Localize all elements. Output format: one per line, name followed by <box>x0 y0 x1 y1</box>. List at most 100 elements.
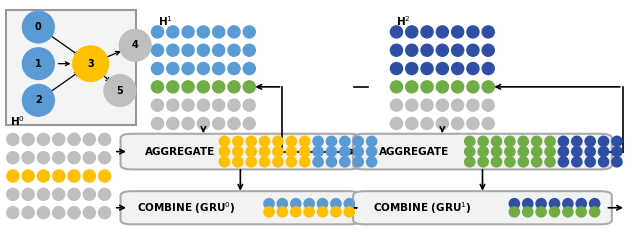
Text: 3: 3 <box>87 59 94 69</box>
Text: AGGREGATE: AGGREGATE <box>379 146 449 157</box>
Ellipse shape <box>467 118 479 129</box>
Ellipse shape <box>291 199 301 209</box>
Ellipse shape <box>246 157 256 167</box>
Ellipse shape <box>340 146 350 157</box>
Ellipse shape <box>317 207 328 217</box>
Ellipse shape <box>452 62 464 75</box>
Ellipse shape <box>277 207 287 217</box>
Ellipse shape <box>612 157 622 167</box>
Ellipse shape <box>243 26 255 38</box>
Ellipse shape <box>99 133 111 145</box>
Ellipse shape <box>182 118 194 129</box>
Ellipse shape <box>220 136 230 146</box>
Ellipse shape <box>612 146 622 157</box>
Ellipse shape <box>492 146 502 157</box>
Ellipse shape <box>421 26 433 38</box>
Ellipse shape <box>518 136 529 146</box>
Ellipse shape <box>99 170 111 182</box>
Text: H$^1$: H$^1$ <box>157 15 172 28</box>
Ellipse shape <box>589 207 600 217</box>
Ellipse shape <box>22 11 54 43</box>
Ellipse shape <box>436 44 449 56</box>
Ellipse shape <box>482 44 494 56</box>
Ellipse shape <box>421 99 433 111</box>
Ellipse shape <box>243 81 255 93</box>
Ellipse shape <box>598 146 609 157</box>
Ellipse shape <box>228 118 240 129</box>
Ellipse shape <box>197 26 209 38</box>
Ellipse shape <box>212 26 225 38</box>
Ellipse shape <box>532 136 541 146</box>
Text: 2: 2 <box>35 95 42 105</box>
Ellipse shape <box>68 188 80 200</box>
Ellipse shape <box>197 62 209 75</box>
Ellipse shape <box>585 136 595 146</box>
Ellipse shape <box>340 136 350 146</box>
Ellipse shape <box>465 136 475 146</box>
Ellipse shape <box>598 136 609 146</box>
Ellipse shape <box>467 62 479 75</box>
Ellipse shape <box>390 44 403 56</box>
Ellipse shape <box>167 62 179 75</box>
Ellipse shape <box>243 62 255 75</box>
Ellipse shape <box>37 133 49 145</box>
Ellipse shape <box>482 26 494 38</box>
Ellipse shape <box>317 199 328 209</box>
Ellipse shape <box>536 199 546 209</box>
Ellipse shape <box>220 146 230 157</box>
Ellipse shape <box>7 170 19 182</box>
Ellipse shape <box>549 199 559 209</box>
Ellipse shape <box>367 136 377 146</box>
Ellipse shape <box>558 136 568 146</box>
Ellipse shape <box>167 26 179 38</box>
FancyBboxPatch shape <box>353 191 612 224</box>
Ellipse shape <box>152 44 164 56</box>
Ellipse shape <box>436 118 449 129</box>
FancyBboxPatch shape <box>120 191 360 224</box>
Ellipse shape <box>465 157 475 167</box>
Ellipse shape <box>532 157 541 167</box>
Ellipse shape <box>83 133 95 145</box>
Ellipse shape <box>518 146 529 157</box>
Ellipse shape <box>197 99 209 111</box>
Ellipse shape <box>259 146 269 157</box>
Ellipse shape <box>52 188 65 200</box>
Ellipse shape <box>313 157 323 167</box>
Ellipse shape <box>478 157 488 167</box>
Ellipse shape <box>482 81 494 93</box>
Ellipse shape <box>598 157 609 167</box>
Ellipse shape <box>492 136 502 146</box>
Ellipse shape <box>228 26 240 38</box>
Ellipse shape <box>228 99 240 111</box>
Ellipse shape <box>523 199 533 209</box>
Ellipse shape <box>545 157 555 167</box>
Ellipse shape <box>390 26 403 38</box>
Ellipse shape <box>467 26 479 38</box>
Ellipse shape <box>167 118 179 129</box>
Ellipse shape <box>22 188 34 200</box>
Ellipse shape <box>7 188 19 200</box>
Text: COMBINE (GRU$^0$): COMBINE (GRU$^0$) <box>137 200 236 216</box>
Ellipse shape <box>220 157 230 167</box>
Ellipse shape <box>558 157 568 167</box>
Ellipse shape <box>505 146 515 157</box>
Ellipse shape <box>509 207 520 217</box>
Ellipse shape <box>7 133 19 145</box>
Ellipse shape <box>212 99 225 111</box>
Ellipse shape <box>167 44 179 56</box>
Ellipse shape <box>273 136 283 146</box>
Ellipse shape <box>465 146 475 157</box>
Ellipse shape <box>523 207 533 217</box>
Ellipse shape <box>68 152 80 164</box>
Ellipse shape <box>52 152 65 164</box>
Ellipse shape <box>212 118 225 129</box>
Ellipse shape <box>353 157 364 167</box>
Ellipse shape <box>243 118 255 129</box>
Ellipse shape <box>536 207 546 217</box>
Ellipse shape <box>167 99 179 111</box>
Ellipse shape <box>291 207 301 217</box>
Ellipse shape <box>212 44 225 56</box>
Ellipse shape <box>452 44 464 56</box>
Ellipse shape <box>452 81 464 93</box>
Ellipse shape <box>7 152 19 164</box>
